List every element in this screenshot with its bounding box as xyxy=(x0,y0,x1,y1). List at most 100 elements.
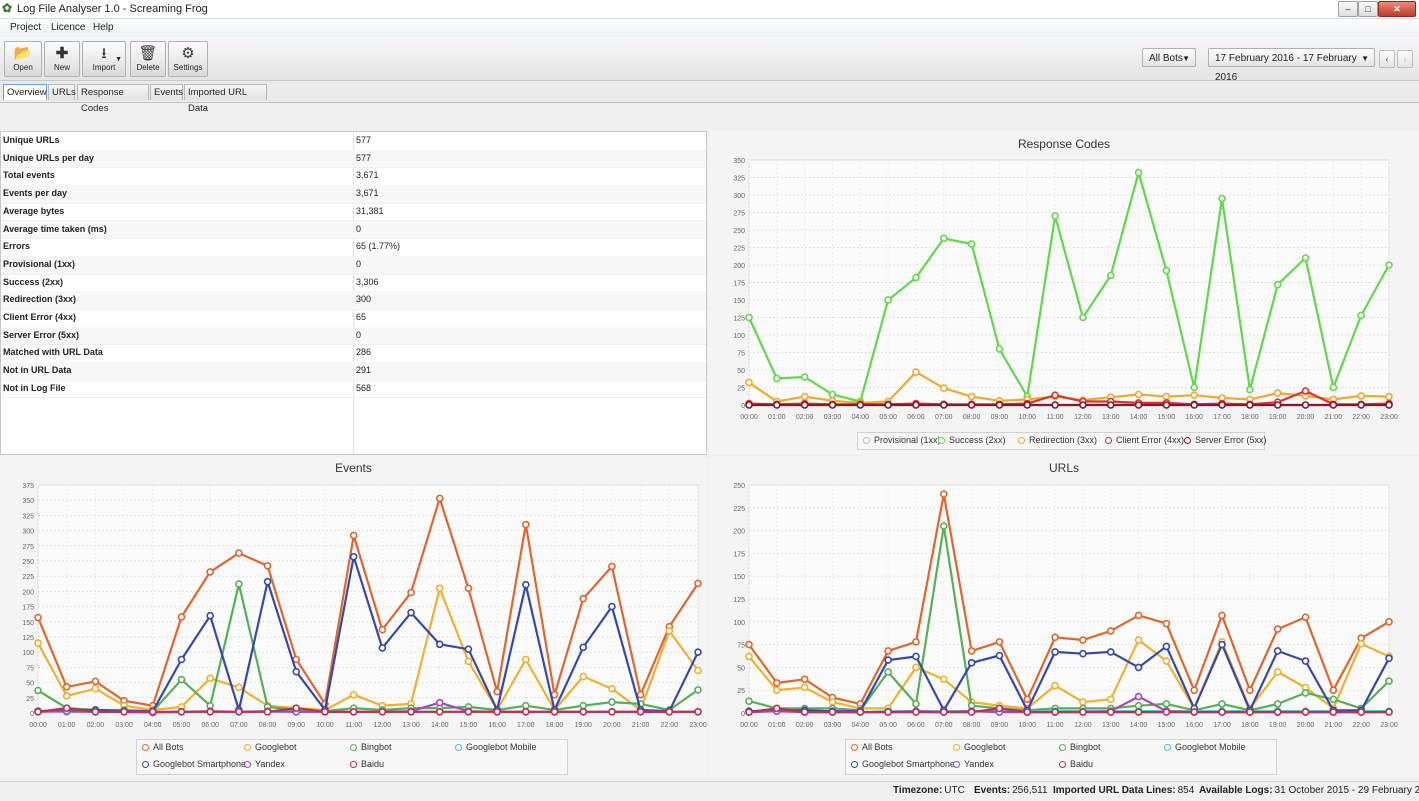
data-point[interactable] xyxy=(321,707,329,716)
data-point[interactable] xyxy=(1301,613,1310,622)
data-point[interactable] xyxy=(967,401,976,409)
data-point[interactable] xyxy=(62,692,71,700)
data-point[interactable] xyxy=(773,704,781,713)
data-point[interactable] xyxy=(292,704,301,712)
data-point[interactable] xyxy=(1106,271,1115,280)
stats-row[interactable]: Not in URL Data 291 xyxy=(1,362,706,381)
data-point[interactable] xyxy=(34,639,42,647)
data-point[interactable] xyxy=(1385,708,1393,716)
data-point[interactable] xyxy=(493,687,501,696)
legend-item[interactable]: Googlebot xyxy=(953,742,1006,752)
data-point[interactable] xyxy=(435,707,444,716)
data-point[interactable] xyxy=(1301,657,1310,665)
data-point[interactable] xyxy=(1218,611,1226,620)
data-point[interactable] xyxy=(1385,401,1393,409)
data-point[interactable] xyxy=(636,707,645,716)
data-point[interactable] xyxy=(1079,313,1087,322)
data-point[interactable] xyxy=(1190,686,1199,694)
data-point[interactable] xyxy=(1218,700,1226,708)
data-point[interactable] xyxy=(745,401,753,409)
data-point[interactable] xyxy=(1106,627,1115,635)
data-point[interactable] xyxy=(939,522,948,530)
data-point[interactable] xyxy=(1190,391,1199,399)
data-point[interactable] xyxy=(378,625,387,634)
data-point[interactable] xyxy=(1329,383,1338,392)
stats-row[interactable]: Unique URLs per day 577 xyxy=(1,149,706,169)
data-point[interactable] xyxy=(579,701,588,710)
data-point[interactable] xyxy=(435,698,444,707)
data-point[interactable] xyxy=(1385,618,1393,626)
data-point[interactable] xyxy=(1106,648,1115,656)
data-point[interactable] xyxy=(884,401,892,409)
stats-row[interactable]: Client Error (4xx) 65 xyxy=(1,309,706,328)
data-point[interactable] xyxy=(407,588,415,597)
data-point[interactable] xyxy=(522,655,530,664)
data-point[interactable] xyxy=(1273,625,1282,633)
data-point[interactable] xyxy=(608,698,616,706)
data-point[interactable] xyxy=(1190,708,1199,716)
data-point[interactable] xyxy=(995,401,1004,409)
bot-filter-dropdown[interactable]: All Bots ▼ xyxy=(1142,48,1196,67)
data-point[interactable] xyxy=(773,679,781,687)
data-point[interactable] xyxy=(34,707,42,716)
data-point[interactable] xyxy=(34,686,42,695)
stats-row[interactable]: Matched with URL Data 286 xyxy=(1,344,706,364)
data-point[interactable] xyxy=(773,374,781,383)
data-point[interactable] xyxy=(579,707,588,716)
data-point[interactable] xyxy=(939,708,948,716)
data-point[interactable] xyxy=(694,579,702,588)
stats-row[interactable]: Unique URLs 577 xyxy=(1,132,706,151)
data-point[interactable] xyxy=(206,611,214,620)
data-point[interactable] xyxy=(665,627,674,635)
data-point[interactable] xyxy=(1079,698,1087,706)
data-point[interactable] xyxy=(856,708,865,716)
legend-item[interactable]: Baidu xyxy=(350,759,384,769)
data-point[interactable] xyxy=(1162,266,1171,275)
menu-help[interactable]: Help xyxy=(93,22,114,33)
data-point[interactable] xyxy=(1329,401,1338,409)
data-point[interactable] xyxy=(1079,636,1087,644)
data-point[interactable] xyxy=(1162,401,1171,409)
data-point[interactable] xyxy=(939,234,948,243)
data-point[interactable] xyxy=(464,645,473,653)
data-point[interactable] xyxy=(694,648,702,656)
data-point[interactable] xyxy=(1106,695,1115,704)
data-point[interactable] xyxy=(939,490,948,498)
data-point[interactable] xyxy=(206,707,214,716)
data-point[interactable] xyxy=(608,684,616,693)
data-point[interactable] xyxy=(1190,383,1199,392)
data-point[interactable] xyxy=(579,594,588,603)
import-button[interactable]: ⭳ Import ▼ xyxy=(82,41,126,77)
data-point[interactable] xyxy=(378,707,387,716)
data-point[interactable] xyxy=(1023,401,1032,409)
legend-item[interactable]: Server Error (5xx) xyxy=(1184,435,1267,445)
data-point[interactable] xyxy=(1385,392,1393,401)
data-point[interactable] xyxy=(912,663,920,672)
data-point[interactable] xyxy=(636,690,645,699)
data-point[interactable] xyxy=(34,613,42,622)
data-point[interactable] xyxy=(745,378,753,387)
stats-row[interactable]: Average time taken (ms) 0 xyxy=(1,220,706,240)
data-point[interactable] xyxy=(912,401,920,409)
data-point[interactable] xyxy=(939,384,948,392)
stats-row[interactable]: Provisional (1xx) 0 xyxy=(1,255,706,275)
data-point[interactable] xyxy=(1385,654,1393,663)
data-point[interactable] xyxy=(912,638,920,646)
data-point[interactable] xyxy=(1051,391,1059,399)
data-point[interactable] xyxy=(435,494,444,503)
data-point[interactable] xyxy=(694,686,702,694)
data-point[interactable] xyxy=(1246,708,1254,716)
data-point[interactable] xyxy=(1079,401,1087,409)
data-point[interactable] xyxy=(1051,708,1059,716)
data-point[interactable] xyxy=(464,707,473,716)
legend-item[interactable]: Redirection (3xx) xyxy=(1018,435,1097,445)
legend-item[interactable]: Googlebot Mobile xyxy=(455,742,537,752)
data-point[interactable] xyxy=(939,401,948,409)
data-point[interactable] xyxy=(1162,642,1171,651)
legend-item[interactable]: Yandex xyxy=(953,759,994,769)
data-point[interactable] xyxy=(1357,392,1365,400)
data-point[interactable] xyxy=(579,643,588,652)
data-point[interactable] xyxy=(1134,636,1143,644)
legend-item[interactable]: Googlebot Smartphone xyxy=(851,759,955,769)
data-point[interactable] xyxy=(522,580,530,589)
